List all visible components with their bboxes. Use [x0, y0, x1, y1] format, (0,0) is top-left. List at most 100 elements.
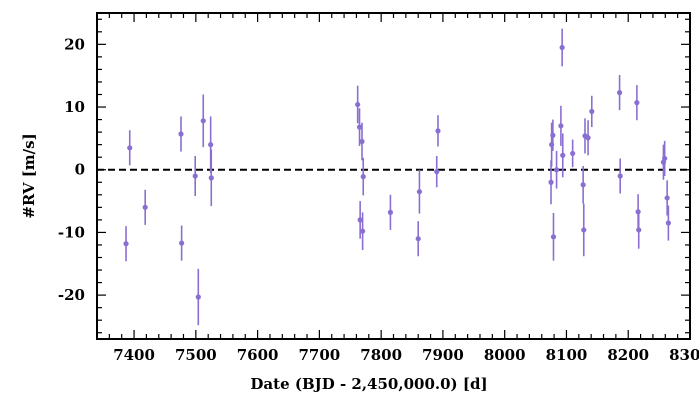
data-point — [434, 155, 440, 188]
rv-marker — [634, 100, 640, 106]
x-tick-label: 8000 — [484, 346, 526, 364]
rv-marker — [548, 179, 554, 185]
rv-marker — [360, 228, 366, 234]
data-point — [559, 28, 565, 67]
x-tick-label: 7400 — [113, 346, 155, 364]
data-point — [142, 189, 148, 225]
data-point — [415, 221, 421, 257]
rv-marker — [559, 44, 565, 51]
x-tick-label: 8200 — [607, 346, 649, 364]
x-tick-label: 7800 — [360, 346, 402, 364]
rv-marker — [200, 118, 206, 124]
x-axis-label: Date (BJD - 2,450,000.0) [d] — [250, 375, 487, 393]
y-tick-label: 0 — [75, 161, 85, 179]
data-point — [356, 108, 363, 146]
data-point — [387, 194, 394, 230]
data-point — [195, 268, 201, 326]
rv-marker — [357, 217, 363, 223]
data-point — [359, 122, 365, 161]
rv-marker — [355, 101, 361, 108]
rv-marker — [435, 128, 441, 134]
data-point — [208, 149, 214, 207]
rv-marker — [123, 241, 129, 247]
rv-marker — [208, 175, 214, 181]
rv-marker — [178, 131, 184, 137]
plot-frame — [96, 12, 691, 340]
x-tick-labels: 7400 7500 7600 7700 7800 7900 8000 8100 8200 8300 — [113, 346, 699, 364]
data-point — [617, 158, 623, 194]
data-point — [665, 205, 671, 241]
y-tick-label: -10 — [58, 223, 85, 241]
data-point — [662, 140, 668, 176]
data-point — [178, 116, 184, 152]
data-point — [634, 85, 640, 121]
x-tick-label: 7600 — [237, 346, 279, 364]
data-point — [179, 225, 185, 261]
rv-marker — [589, 108, 595, 115]
rv-marker — [617, 173, 623, 179]
data-point — [636, 211, 642, 249]
rv-marker — [434, 169, 440, 175]
rv-marker — [387, 209, 394, 215]
data-point — [435, 115, 441, 147]
data-point — [360, 157, 366, 196]
rv-marker — [208, 142, 214, 148]
rv-marker — [580, 182, 586, 188]
data-point — [616, 75, 623, 111]
rv-marker — [142, 204, 148, 210]
data-point — [664, 180, 670, 216]
data-point — [585, 120, 591, 156]
data-point — [550, 119, 556, 151]
rv-marker — [664, 195, 670, 201]
y-tick-labels: -20 -10 0 10 20 — [58, 35, 85, 304]
rv-marker — [179, 240, 185, 246]
rv-marker — [585, 135, 591, 141]
x-tick-label: 8300 — [669, 346, 699, 364]
rv-marker — [359, 138, 365, 145]
rv-marker — [416, 189, 423, 195]
rv-marker — [127, 145, 133, 151]
data-point — [560, 133, 566, 178]
data-point — [548, 160, 554, 205]
x-tick-label: 8100 — [546, 346, 588, 364]
x-tick-label: 7900 — [422, 346, 464, 364]
data-point — [589, 95, 595, 128]
data-point — [581, 203, 587, 257]
rv-marker — [570, 150, 576, 157]
data-point — [360, 212, 366, 250]
data-point — [570, 139, 576, 168]
rv-marker — [662, 155, 668, 162]
data-point — [580, 165, 586, 204]
y-tick-label: 20 — [64, 35, 85, 53]
x-tick-label: 7700 — [299, 346, 341, 364]
data-point — [355, 85, 361, 124]
rv-marker — [550, 132, 556, 138]
data-point — [127, 130, 133, 166]
rv-marker — [560, 152, 566, 158]
rv-marker — [415, 236, 421, 242]
data-point — [416, 169, 423, 214]
data-point — [553, 150, 560, 189]
rv-marker — [192, 173, 198, 179]
rv-marker — [665, 220, 671, 226]
rv-marker — [356, 124, 363, 130]
rv-marker — [558, 123, 564, 129]
rv-marker — [581, 227, 587, 233]
rv-marker — [550, 234, 557, 240]
rv-marker — [636, 227, 642, 233]
rv-marker — [195, 294, 201, 300]
data-point — [123, 226, 129, 262]
y-tick-label: 10 — [64, 98, 85, 116]
data-point — [200, 94, 206, 148]
axis-ticks — [96, 13, 691, 339]
data-point — [357, 201, 363, 239]
x-tick-label: 7500 — [175, 346, 217, 364]
data-point — [550, 212, 557, 261]
y-tick-label: -20 — [58, 286, 85, 304]
rv-marker — [616, 90, 623, 96]
rv-marker — [360, 174, 366, 180]
data-points — [123, 28, 671, 326]
rv-marker — [553, 167, 560, 173]
data-point — [558, 105, 564, 146]
